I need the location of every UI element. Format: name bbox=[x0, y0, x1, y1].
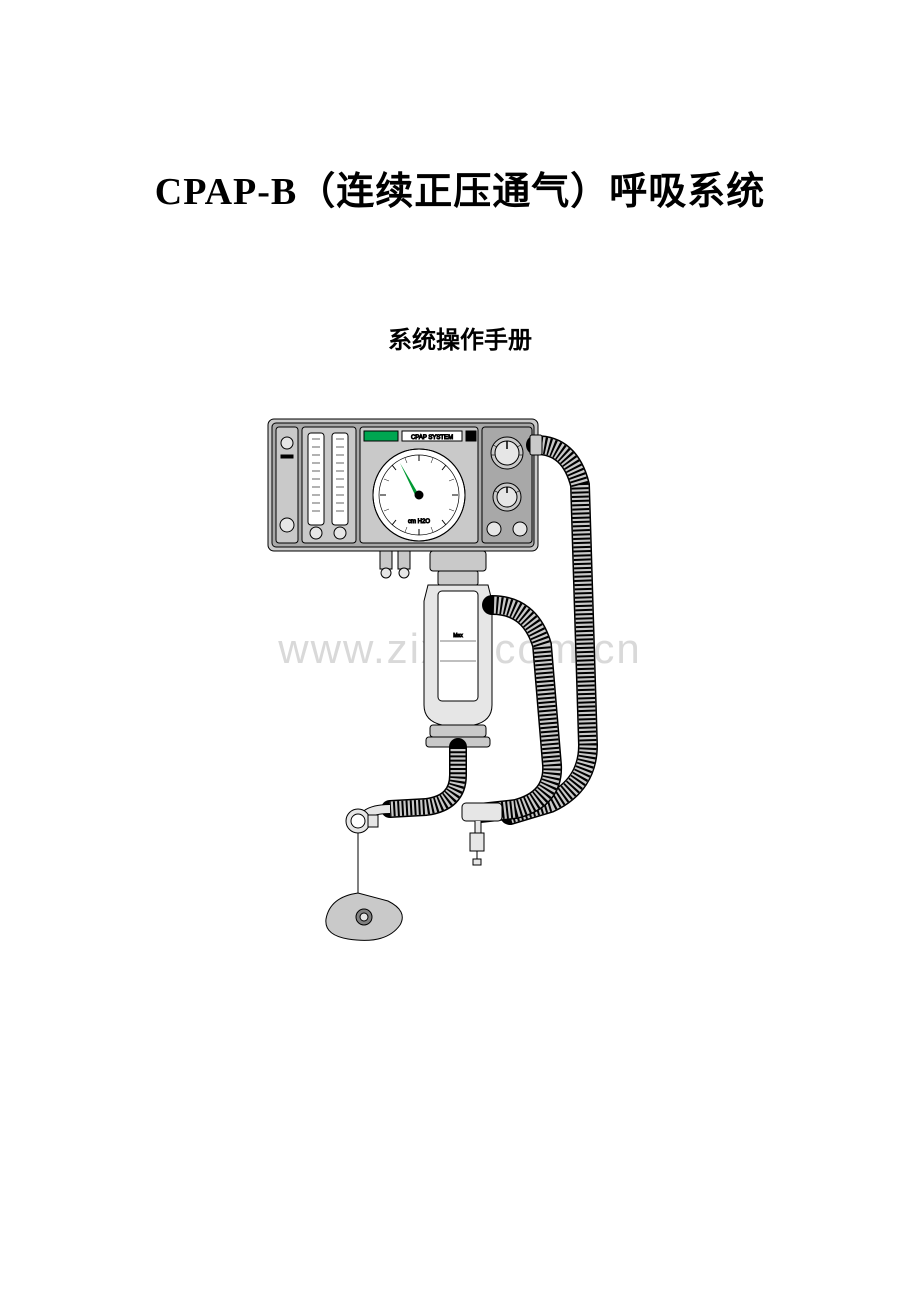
document-title: CPAP-B（连续正压通气）呼吸系统 bbox=[0, 160, 920, 215]
device-illustration: CPAP SYSTEM bbox=[230, 405, 690, 945]
document-subtitle: 系统操作手册 bbox=[0, 320, 920, 355]
svg-text:Max: Max bbox=[453, 633, 463, 639]
svg-text:CPAP SYSTEM: CPAP SYSTEM bbox=[411, 435, 453, 441]
svg-text:cm H2O: cm H2O bbox=[408, 519, 430, 525]
